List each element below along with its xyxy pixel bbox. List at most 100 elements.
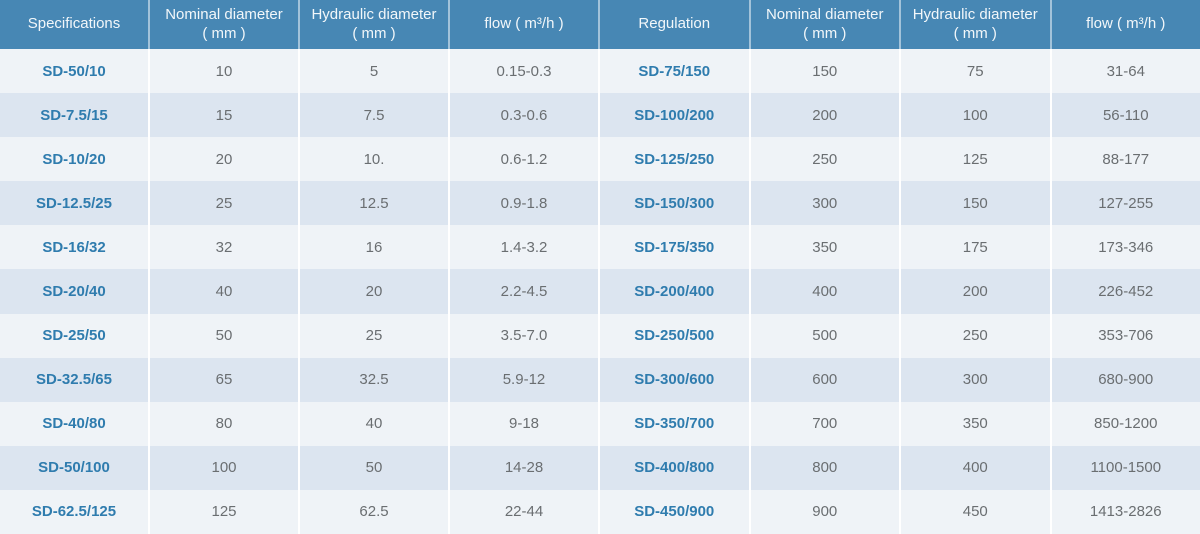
cell-nominal-diameter: 100 [150, 445, 300, 490]
cell-nominal-diameter: 250 [751, 137, 901, 182]
cell-hydraulic-diameter: 20 [300, 269, 450, 314]
table-row: SD-50/100 100 50 14-28 [0, 445, 600, 490]
cell-specification: SD-10/20 [0, 137, 150, 182]
cell-hydraulic-diameter: 125 [901, 137, 1052, 182]
table-header-row: Specifications Nominal diameter ( mm ) H… [0, 0, 600, 49]
table-row: SD-20/40 40 20 2.2-4.5 [0, 269, 600, 314]
table-row: SD-200/400 400 200 226-452 [600, 269, 1200, 314]
cell-flow: 127-255 [1098, 194, 1154, 212]
cell-flow: 0.9-1.8 [450, 181, 600, 226]
header-flow: flow ( m³/h ) [1052, 0, 1200, 49]
cell-hydraulic-diameter: 10. [300, 137, 450, 182]
cell-flow: 22-44 [450, 489, 600, 534]
table-row: SD-125/250 250 125 88-177 [600, 137, 1200, 182]
header-unit: ( mm ) [352, 24, 396, 42]
cell-hydraulic-diameter: 50 [300, 445, 450, 490]
cell-nominal-diameter: 500 [751, 313, 901, 358]
cell-nominal-diameter: 10 [150, 49, 300, 94]
table-row: SD-350/700 700 350 850-1200 [600, 401, 1200, 446]
cell-specification: SD-25/50 [0, 313, 150, 358]
cell-specification: SD-300/600 [600, 357, 751, 402]
cell-flow: 1100-1500 [1090, 459, 1162, 477]
cell-nominal-diameter: 15 [150, 93, 300, 138]
cell-specification: SD-350/700 [600, 401, 751, 446]
cell-nominal-diameter: 400 [751, 269, 901, 314]
cell-flow: 173-346 [1098, 238, 1154, 256]
header-hydraulic-diameter: Hydraulic diameter ( mm ) [300, 0, 450, 49]
cell-hydraulic-diameter: 62.5 [300, 489, 450, 534]
header-nominal-diameter: Nominal diameter ( mm ) [751, 0, 901, 49]
cell-specification: SD-250/500 [600, 313, 751, 358]
header-label: Regulation [638, 15, 711, 33]
table-row: SD-25/50 50 25 3.5-7.0 [0, 313, 600, 358]
cell-flow: 56-110 [1102, 106, 1149, 124]
table-header-row: Regulation Nominal diameter ( mm ) Hydra… [600, 0, 1200, 49]
table-row: SD-50/10 10 5 0.15-0.3 [0, 49, 600, 94]
cell-hydraulic-diameter: 16 [300, 225, 450, 270]
cell-hydraulic-diameter: 250 [901, 313, 1052, 358]
header-label: Hydraulic diameter [912, 5, 1038, 23]
cell-hydraulic-diameter: 25 [300, 313, 450, 358]
cell-hydraulic-diameter: 150 [901, 181, 1052, 226]
cell-flow: 0.15-0.3 [450, 49, 600, 94]
cell-hydraulic-diameter: 300 [901, 357, 1052, 402]
cell-flow: 31-64 [1106, 62, 1145, 80]
cell-specification: SD-62.5/125 [0, 489, 150, 534]
header-flow: flow ( m³/h ) [450, 0, 600, 49]
table-row: SD-7.5/15 15 7.5 0.3-0.6 [0, 93, 600, 138]
cell-hydraulic-diameter: 100 [901, 93, 1052, 138]
cell-hydraulic-diameter: 7.5 [300, 93, 450, 138]
cell-nominal-diameter: 20 [150, 137, 300, 182]
cell-flow: 1413-2826 [1089, 503, 1162, 521]
cell-nominal-diameter: 700 [751, 401, 901, 446]
cell-nominal-diameter: 800 [751, 445, 901, 490]
cell-flow: 0.3-0.6 [450, 93, 600, 138]
cell-nominal-diameter: 25 [150, 181, 300, 226]
cell-nominal-diameter: 200 [751, 93, 901, 138]
header-specifications: Specifications [0, 0, 150, 49]
table-row: SD-450/900 900 450 1413-2826 [600, 489, 1200, 534]
cell-nominal-diameter: 900 [751, 489, 901, 534]
cell-nominal-diameter: 300 [751, 181, 901, 226]
cell-specification: SD-12.5/25 [0, 181, 150, 226]
cell-flow: 226-452 [1098, 283, 1154, 301]
cell-nominal-diameter: 80 [150, 401, 300, 446]
cell-specification: SD-75/150 [600, 49, 751, 94]
cell-flow: 14-28 [450, 445, 600, 490]
header-hydraulic-diameter: Hydraulic diameter ( mm ) [901, 0, 1052, 49]
cell-hydraulic-diameter: 32.5 [300, 357, 450, 402]
cell-specification: SD-40/80 [0, 401, 150, 446]
cell-specification: SD-20/40 [0, 269, 150, 314]
cell-flow: 9-18 [450, 401, 600, 446]
header-unit: ( mm ) [803, 24, 847, 42]
header-label: Nominal diameter [165, 5, 283, 23]
cell-flow: 353-706 [1098, 327, 1154, 345]
cell-specification: SD-16/32 [0, 225, 150, 270]
header-label: Hydraulic diameter [311, 5, 437, 23]
table-row: SD-150/300 300 150 127-255 [600, 181, 1200, 226]
header-label: flow ( m³/h ) [484, 15, 564, 33]
cell-nominal-diameter: 150 [751, 49, 901, 94]
table-row: SD-400/800 800 400 1100-1500 [600, 445, 1200, 490]
header-unit: ( mm ) [202, 24, 246, 42]
cell-specification: SD-50/10 [0, 49, 150, 94]
cell-hydraulic-diameter: 175 [901, 225, 1052, 270]
cell-hydraulic-diameter: 40 [300, 401, 450, 446]
table-row: SD-250/500 500 250 353-706 [600, 313, 1200, 358]
table-row: SD-175/350 350 175 173-346 [600, 225, 1200, 270]
regulation-table: Regulation Nominal diameter ( mm ) Hydra… [600, 0, 1200, 534]
cell-hydraulic-diameter: 12.5 [300, 181, 450, 226]
cell-specification: SD-50/100 [0, 445, 150, 490]
cell-flow: 850-1200 [1094, 415, 1158, 433]
cell-hydraulic-diameter: 200 [901, 269, 1052, 314]
cell-flow: 2.2-4.5 [450, 269, 600, 314]
cell-nominal-diameter: 40 [150, 269, 300, 314]
cell-hydraulic-diameter: 400 [901, 445, 1052, 490]
header-label: flow ( m³/h ) [1086, 15, 1166, 33]
cell-nominal-diameter: 50 [150, 313, 300, 358]
header-label: Specifications [27, 15, 121, 33]
table-row: SD-100/200 200 100 56-110 [600, 93, 1200, 138]
cell-hydraulic-diameter: 5 [300, 49, 450, 94]
cell-specification: SD-175/350 [600, 225, 751, 270]
